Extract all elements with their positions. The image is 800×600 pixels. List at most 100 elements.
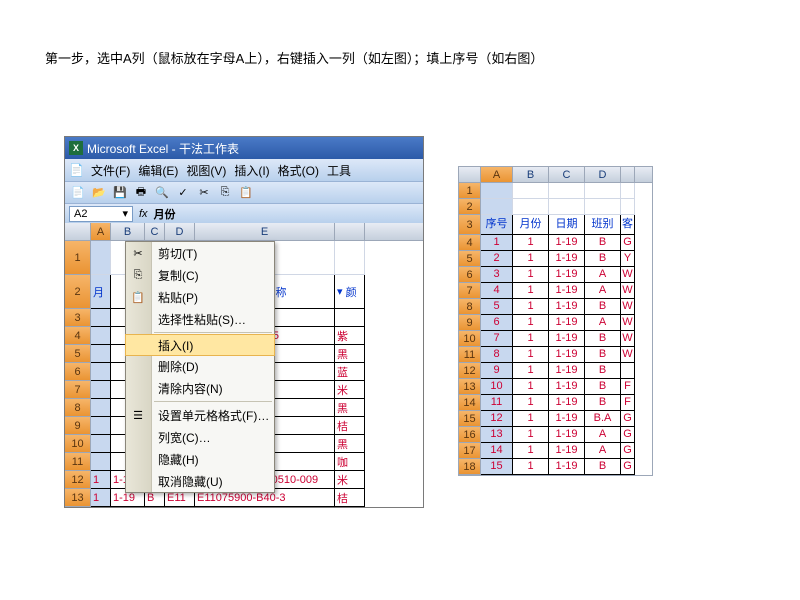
cell[interactable] — [549, 183, 585, 199]
cell[interactable]: 1-19 — [549, 347, 585, 363]
cell[interactable]: W — [621, 283, 635, 299]
cell[interactable]: 1-19 — [549, 379, 585, 395]
cell[interactable]: 蓝 — [335, 363, 365, 381]
cell[interactable]: 1 — [513, 459, 549, 475]
cell[interactable] — [91, 417, 111, 435]
row-header[interactable]: 9 — [459, 315, 481, 331]
cell[interactable]: 1 — [513, 347, 549, 363]
cell[interactable]: A — [585, 267, 621, 283]
cell[interactable]: 1-19 — [549, 443, 585, 459]
cell[interactable]: 1-19 — [549, 299, 585, 315]
cell[interactable]: 米 — [335, 381, 365, 399]
cell[interactable]: 1 — [91, 471, 111, 489]
cell[interactable]: 1 — [513, 267, 549, 283]
new-icon[interactable]: 📄 — [69, 184, 87, 202]
row-header[interactable]: 10 — [65, 435, 91, 453]
cell[interactable]: 黑 — [335, 345, 365, 363]
cell[interactable] — [621, 363, 635, 379]
cell[interactable]: B — [585, 363, 621, 379]
cell[interactable]: 3 — [481, 267, 513, 283]
row-header[interactable]: 3 — [65, 309, 91, 327]
row-header[interactable]: 6 — [65, 363, 91, 381]
row-header[interactable]: 11 — [459, 347, 481, 363]
context-menu-item[interactable]: 隐藏(H) — [126, 448, 274, 470]
cell[interactable]: 黑 — [335, 399, 365, 417]
cell[interactable]: 1 — [513, 443, 549, 459]
cell[interactable]: 1-19 — [549, 363, 585, 379]
row-header[interactable]: 7 — [65, 381, 91, 399]
cell[interactable]: 7 — [481, 331, 513, 347]
cell[interactable]: 1 — [513, 331, 549, 347]
context-menu-item[interactable]: 📋粘贴(P) — [126, 286, 274, 308]
context-menu-item[interactable]: 选择性粘贴(S)… — [126, 308, 274, 330]
cell[interactable] — [335, 241, 365, 275]
cut-icon[interactable]: ✂ — [195, 184, 213, 202]
cell[interactable] — [585, 183, 621, 199]
cell[interactable]: W — [621, 299, 635, 315]
cell[interactable]: B — [585, 395, 621, 411]
cell[interactable]: 1 — [513, 315, 549, 331]
cell[interactable]: 1 — [513, 379, 549, 395]
cell[interactable]: A — [585, 443, 621, 459]
row-header[interactable]: 12 — [65, 471, 91, 489]
cell[interactable]: B.A — [585, 411, 621, 427]
menu-edit[interactable]: 编辑(E) — [138, 162, 178, 179]
menu-insert[interactable]: 插入(I) — [234, 162, 269, 179]
cell[interactable]: B — [585, 251, 621, 267]
menu-view[interactable]: 视图(V) — [186, 162, 226, 179]
cell[interactable]: A — [585, 427, 621, 443]
cell[interactable]: 1 — [513, 395, 549, 411]
cell[interactable]: A — [585, 283, 621, 299]
cell[interactable]: 10 — [481, 379, 513, 395]
column-header[interactable]: B — [513, 167, 549, 182]
column-header[interactable]: B — [111, 223, 145, 240]
cell[interactable] — [585, 199, 621, 215]
paste-icon[interactable]: 📋 — [237, 184, 255, 202]
cell[interactable] — [621, 199, 635, 215]
column-header[interactable]: E — [195, 223, 335, 240]
cell[interactable] — [91, 399, 111, 417]
cell[interactable]: 1-19 — [549, 331, 585, 347]
cell[interactable] — [91, 327, 111, 345]
cell[interactable]: A — [585, 315, 621, 331]
spell-icon[interactable]: ✓ — [174, 184, 192, 202]
cell[interactable]: 15 — [481, 459, 513, 475]
cell[interactable]: B — [585, 235, 621, 251]
row-header[interactable]: 2 — [65, 275, 91, 309]
cell[interactable]: 桔 — [335, 417, 365, 435]
cell[interactable]: 1-19 — [549, 459, 585, 475]
cell[interactable]: 5 — [481, 299, 513, 315]
row-header[interactable]: 3 — [459, 215, 481, 235]
context-menu-item[interactable]: ✂剪切(T) — [126, 242, 274, 264]
cell[interactable] — [91, 241, 111, 275]
row-header[interactable]: 10 — [459, 331, 481, 347]
cell[interactable]: B — [585, 379, 621, 395]
cell[interactable]: G — [621, 443, 635, 459]
cell[interactable]: 紫 — [335, 327, 365, 345]
row-header[interactable]: 4 — [459, 235, 481, 251]
header-cell[interactable]: 月份 — [513, 215, 549, 235]
print-icon[interactable]: 🖶 — [132, 184, 150, 202]
cell[interactable]: 1-19 — [549, 395, 585, 411]
cell[interactable]: 月 — [91, 275, 111, 309]
cell[interactable] — [335, 309, 365, 327]
cell[interactable] — [91, 345, 111, 363]
cell[interactable]: B — [585, 299, 621, 315]
cell[interactable]: G — [621, 235, 635, 251]
cell[interactable]: G — [621, 459, 635, 475]
cell[interactable]: 1 — [513, 283, 549, 299]
cell[interactable]: 8 — [481, 347, 513, 363]
row-header[interactable]: 9 — [65, 417, 91, 435]
row-header[interactable]: 12 — [459, 363, 481, 379]
column-header[interactable]: C — [145, 223, 165, 240]
cell[interactable] — [91, 435, 111, 453]
row-header[interactable]: 7 — [459, 283, 481, 299]
cell[interactable]: 1 — [513, 363, 549, 379]
column-header[interactable]: A — [91, 223, 111, 240]
cell[interactable]: W — [621, 315, 635, 331]
cell[interactable]: 4 — [481, 283, 513, 299]
save-icon[interactable]: 💾 — [111, 184, 129, 202]
context-menu-item[interactable]: 删除(D) — [126, 355, 274, 377]
cell[interactable]: 1 — [91, 489, 111, 507]
cell[interactable]: W — [621, 347, 635, 363]
